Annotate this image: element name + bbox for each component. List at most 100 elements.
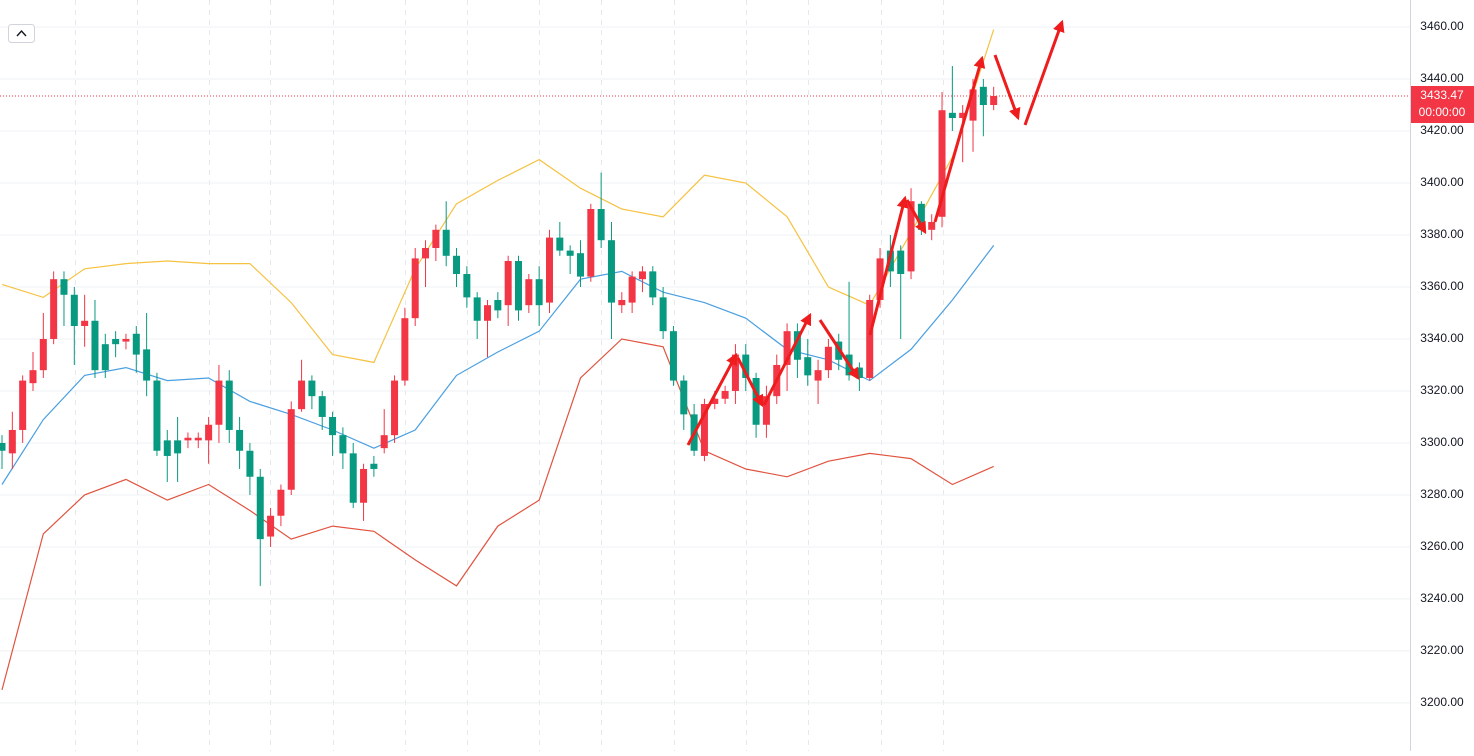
candle-body: [298, 380, 306, 410]
candle-body: [928, 221, 936, 230]
candle-body: [824, 346, 832, 371]
candle-body: [711, 398, 719, 404]
candle-body: [215, 380, 223, 425]
candle-body: [225, 380, 233, 430]
candle-body: [267, 515, 275, 537]
chevron-icon[interactable]: [16, 29, 27, 37]
candle-body: [576, 253, 584, 277]
band-line: [1, 29, 995, 364]
candle-body: [793, 331, 801, 360]
candle-body: [329, 416, 337, 436]
candle-body: [721, 390, 729, 399]
y-tick-label: 3360.00: [1420, 279, 1464, 293]
arrow: [686, 352, 738, 446]
candle-body: [163, 440, 171, 456]
candle-body: [401, 318, 409, 381]
candle-body: [938, 110, 946, 217]
candle-body: [515, 260, 522, 311]
candle-body: [948, 112, 956, 119]
candle-body: [525, 279, 533, 306]
arrow: [993, 54, 1021, 121]
candle-body: [535, 279, 543, 306]
candle-body: [143, 349, 151, 381]
last-price-label: 3433.47: [1420, 88, 1464, 102]
candle-body: [39, 338, 47, 371]
candle-body: [783, 331, 791, 365]
candle-body: [91, 320, 99, 371]
candle-body: [287, 409, 295, 490]
candle-body: [897, 250, 905, 274]
candle-body: [855, 367, 863, 378]
candle-body: [628, 276, 636, 303]
candle-body: [762, 396, 770, 425]
candle-body: [391, 380, 399, 436]
candle-body: [349, 453, 357, 503]
candle-body: [50, 279, 58, 339]
y-tick-label: 3400.00: [1420, 175, 1464, 189]
candle-body: [959, 112, 967, 119]
candle-body: [669, 331, 677, 381]
candle-body: [184, 437, 192, 441]
candle-body: [380, 435, 388, 449]
candle-body: [876, 258, 884, 300]
candle-body: [339, 435, 347, 454]
band-line: [1, 245, 995, 485]
candle-body: [804, 357, 812, 376]
candle-body: [814, 370, 822, 381]
candle-body: [29, 370, 37, 384]
last-price-box: [1411, 86, 1474, 124]
candle-body: [866, 299, 874, 378]
candle-body: [132, 333, 140, 355]
candle-body: [907, 201, 915, 272]
candle-body: [101, 344, 109, 371]
candle-body: [618, 299, 626, 306]
candle-body: [990, 96, 998, 106]
candle-body: [607, 240, 615, 303]
candle-body: [742, 354, 750, 378]
candle-body: [638, 271, 646, 280]
grid-layer: [0, 0, 1410, 751]
candle-body: [81, 320, 89, 326]
candle-body: [597, 209, 605, 241]
arrow: [818, 319, 860, 381]
arrow: [736, 357, 764, 408]
candle-body: [19, 380, 27, 430]
candle-body: [494, 299, 502, 311]
arrow: [905, 199, 927, 235]
y-tick-label: 3320.00: [1420, 383, 1464, 397]
candle-body: [205, 424, 213, 441]
candle-body: [649, 271, 657, 298]
candle-body: [246, 450, 254, 477]
arrow: [933, 55, 986, 223]
arrow: [868, 195, 909, 336]
candle-body: [256, 476, 264, 540]
candle-body: [979, 86, 987, 106]
arrow: [762, 312, 812, 406]
candle-body: [153, 380, 161, 451]
candle-body: [318, 396, 326, 417]
y-tick-label: 3340.00: [1420, 331, 1464, 345]
y-tick-label: 3380.00: [1420, 227, 1464, 241]
candle-body: [308, 380, 316, 397]
candle-body: [277, 489, 285, 516]
candle-body: [8, 429, 16, 454]
collapse-button[interactable]: [8, 24, 35, 43]
y-tick-label: 3440.00: [1420, 71, 1464, 85]
candle-body: [360, 468, 368, 503]
candle-body: [587, 209, 595, 277]
candle-body: [504, 260, 512, 306]
candle-body: [545, 237, 553, 303]
arrow: [1023, 19, 1065, 126]
candle-body: [566, 250, 574, 256]
candle-layer: [0, 66, 998, 586]
button-frame[interactable]: [8, 24, 35, 43]
candle-body: [370, 463, 378, 469]
axis-layer: 3200.00 3220.00 3240.00 3260.00 3280.00 3300.…: [1411, 19, 1474, 709]
band-line: [1, 338, 994, 691]
candle-body: [122, 338, 130, 342]
candle-body: [174, 440, 182, 454]
candle-body: [731, 354, 739, 391]
candle-body: [969, 89, 977, 121]
